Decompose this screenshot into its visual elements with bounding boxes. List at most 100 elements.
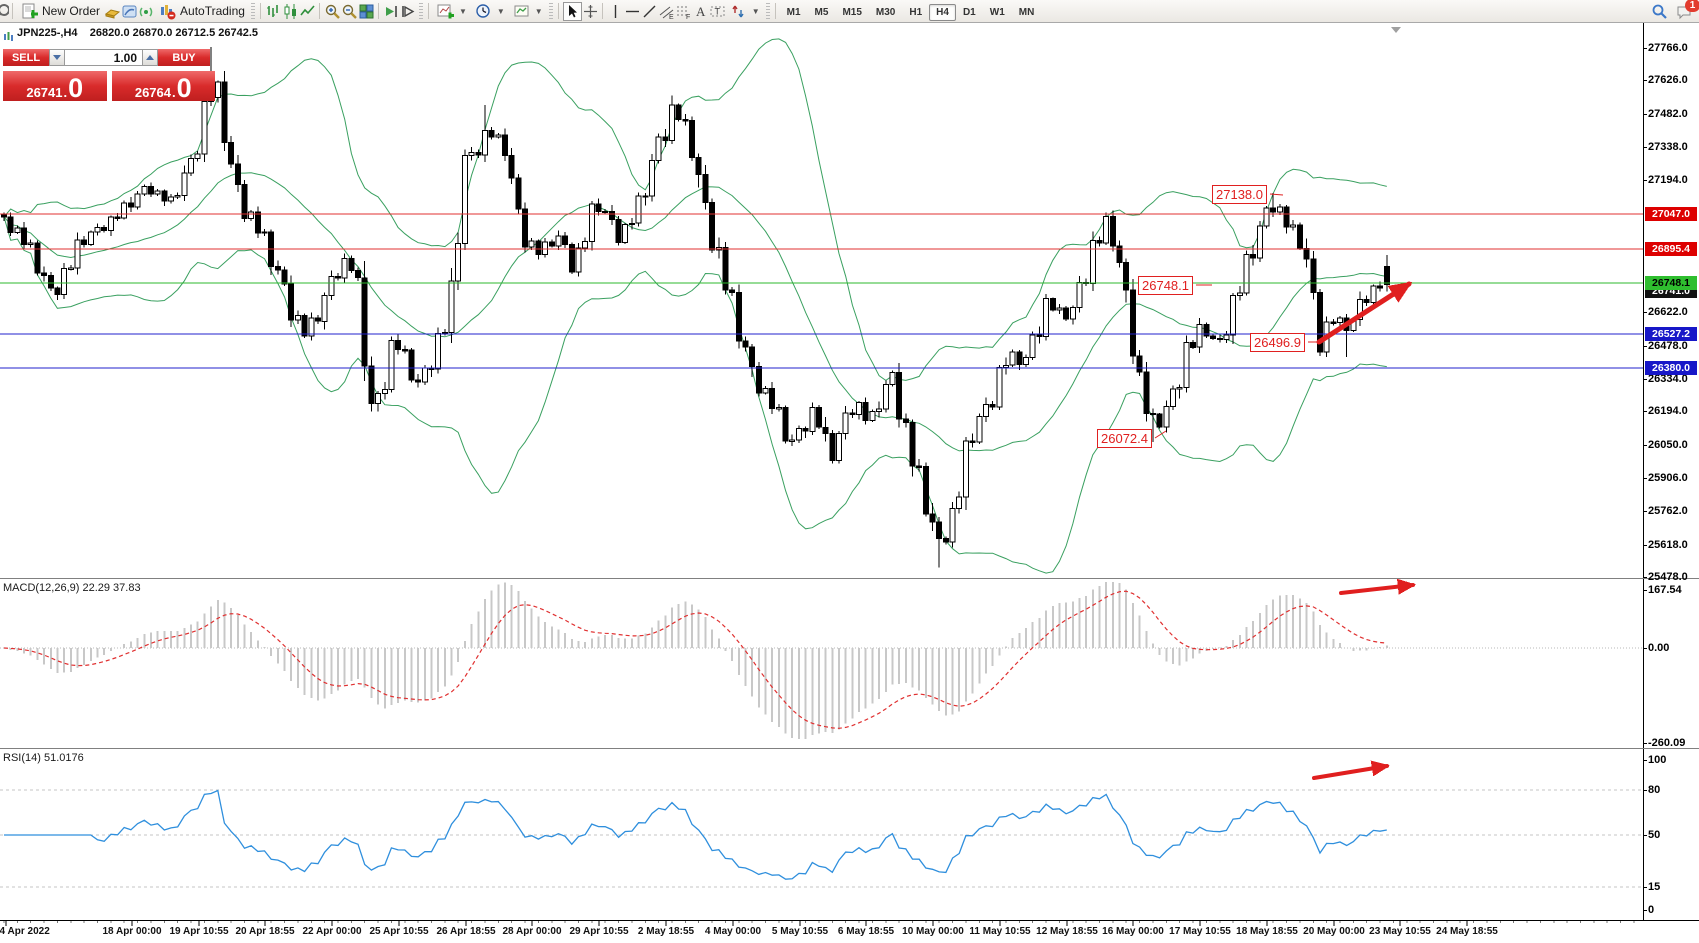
candle-bull — [421, 367, 428, 383]
candle-bull — [789, 439, 796, 442]
price-callout-26072.4[interactable]: 26072.4 — [1097, 429, 1152, 448]
timeframe-m15[interactable]: M15 — [842, 7, 862, 18]
candle-bear — [148, 185, 154, 195]
candle-bear — [969, 440, 976, 443]
candle-bull — [381, 389, 388, 395]
indicators-button[interactable]: ▼ — [433, 1, 471, 21]
shapes-button[interactable]: ▼ — [726, 1, 764, 21]
chart-shift-icon[interactable] — [400, 3, 417, 20]
market-icon[interactable] — [104, 3, 121, 20]
trendline-icon[interactable] — [641, 3, 658, 20]
candle-bear — [1016, 351, 1023, 365]
candle-bear — [274, 266, 281, 271]
timeframe-m5[interactable]: M5 — [814, 7, 829, 18]
fibonacci-icon[interactable]: F — [675, 3, 692, 20]
price-callout-26748.1[interactable]: 26748.1 — [1138, 276, 1193, 295]
price-axis-tick — [1643, 577, 1647, 578]
candle-bull — [308, 317, 315, 337]
buy-button[interactable]: BUY — [158, 49, 210, 66]
candle-bear — [241, 184, 248, 220]
trend-arrow[interactable] — [1316, 281, 1413, 345]
candle-bull — [1276, 206, 1283, 213]
trend-arrow[interactable] — [1339, 578, 1417, 595]
candle-bull — [1003, 364, 1009, 369]
metaeditor-icon[interactable] — [121, 3, 138, 20]
symbol-ohlc: 26820.0 26870.0 26712.5 26742.5 — [89, 27, 259, 39]
zoom-out-icon[interactable] — [341, 3, 358, 20]
rsi-pane-separator[interactable] — [0, 748, 1699, 749]
candle-bear — [234, 163, 241, 186]
volume-input[interactable]: 1.00 — [65, 49, 142, 66]
candle-bull — [61, 268, 68, 296]
candle-bear — [1063, 307, 1070, 320]
periods-button[interactable]: ▼ — [471, 1, 509, 21]
buy-price[interactable]: 26764. 0 — [111, 71, 215, 102]
vertical-line-icon[interactable] — [607, 3, 624, 20]
time-axis-label: 20 Apr 18:55 — [235, 926, 295, 937]
svg-text:F: F — [686, 14, 690, 20]
candle-bull — [649, 160, 655, 197]
sell-button[interactable]: SELL — [3, 49, 49, 66]
signals-icon[interactable] — [138, 3, 155, 20]
text-icon[interactable]: A — [692, 3, 709, 20]
channel-icon[interactable]: E — [658, 3, 675, 20]
candle-bull — [1069, 307, 1076, 320]
rsi-axis-tick — [1643, 887, 1647, 888]
price-callout-27138.0[interactable]: 27138.0 — [1212, 185, 1267, 204]
candle-bull — [388, 340, 395, 390]
candle-bull — [448, 280, 455, 333]
rsi-axis-tick — [1643, 835, 1647, 836]
timeframe-m1[interactable]: M1 — [786, 7, 801, 18]
label-icon[interactable]: T — [709, 3, 726, 20]
price-axis-tick — [1643, 114, 1647, 115]
candle-bull — [328, 275, 335, 296]
candle-bull — [1337, 317, 1343, 324]
chart-shift-marker-icon[interactable] — [1391, 27, 1401, 33]
sell-price[interactable]: 26741. 0 — [3, 71, 107, 102]
autotrading-button[interactable]: AutoTrading — [155, 1, 249, 21]
templates-icon — [513, 3, 530, 20]
candle-bull — [321, 294, 328, 322]
candle-bear — [254, 211, 261, 234]
candle-bear — [595, 203, 602, 213]
candle-bear — [829, 432, 836, 462]
auto-scroll-icon[interactable] — [383, 3, 400, 20]
candle-bull — [294, 314, 301, 321]
notification-badge[interactable]: 1 — [1685, 0, 1699, 12]
candles-icon[interactable] — [282, 3, 299, 20]
callout-leader-line — [1269, 193, 1284, 196]
candle-bear — [101, 226, 108, 232]
timeframe-h4[interactable]: H4 — [929, 4, 956, 21]
line-chart-icon[interactable] — [299, 3, 316, 20]
cursor-icon[interactable] — [562, 1, 582, 21]
trend-arrow[interactable] — [1312, 760, 1391, 780]
timeframe-h1[interactable]: H1 — [909, 7, 923, 18]
candle-bull — [67, 267, 74, 270]
zoom-in-icon[interactable] — [324, 3, 341, 20]
new-order-button[interactable]: New Order — [17, 1, 104, 21]
crosshair-icon[interactable] — [582, 3, 599, 20]
price-axis-label: 26478.0 — [1648, 340, 1688, 352]
templates-button[interactable]: ▼ — [509, 1, 547, 21]
timeframe-w1[interactable]: W1 — [989, 7, 1005, 18]
candle-bull — [181, 172, 188, 196]
bars-icon[interactable] — [265, 3, 282, 20]
macd-label: MACD(12,26,9) 22.29 37.83 — [3, 582, 141, 594]
notifications-icon[interactable]: 1 — [1676, 0, 1699, 20]
price-callout-26496.9[interactable]: 26496.9 — [1250, 333, 1305, 352]
rsi-axis-tick — [1643, 760, 1647, 761]
search-icon[interactable] — [1651, 3, 1668, 20]
candle-bear — [114, 216, 121, 219]
macd-pane-separator[interactable] — [0, 578, 1699, 579]
horizontal-line-icon[interactable] — [624, 3, 641, 20]
tile-windows-icon[interactable] — [358, 3, 375, 20]
timeframe-d1[interactable]: D1 — [962, 7, 976, 18]
candle-bear — [1136, 355, 1143, 373]
price-axis-label: 27338.0 — [1648, 141, 1688, 153]
volume-decrease-button[interactable] — [49, 49, 65, 66]
timeframe-mn[interactable]: MN — [1018, 7, 1035, 18]
candle-bull — [655, 136, 662, 162]
volume-increase-button[interactable] — [142, 49, 158, 66]
timeframe-m30[interactable]: M30 — [875, 7, 896, 18]
